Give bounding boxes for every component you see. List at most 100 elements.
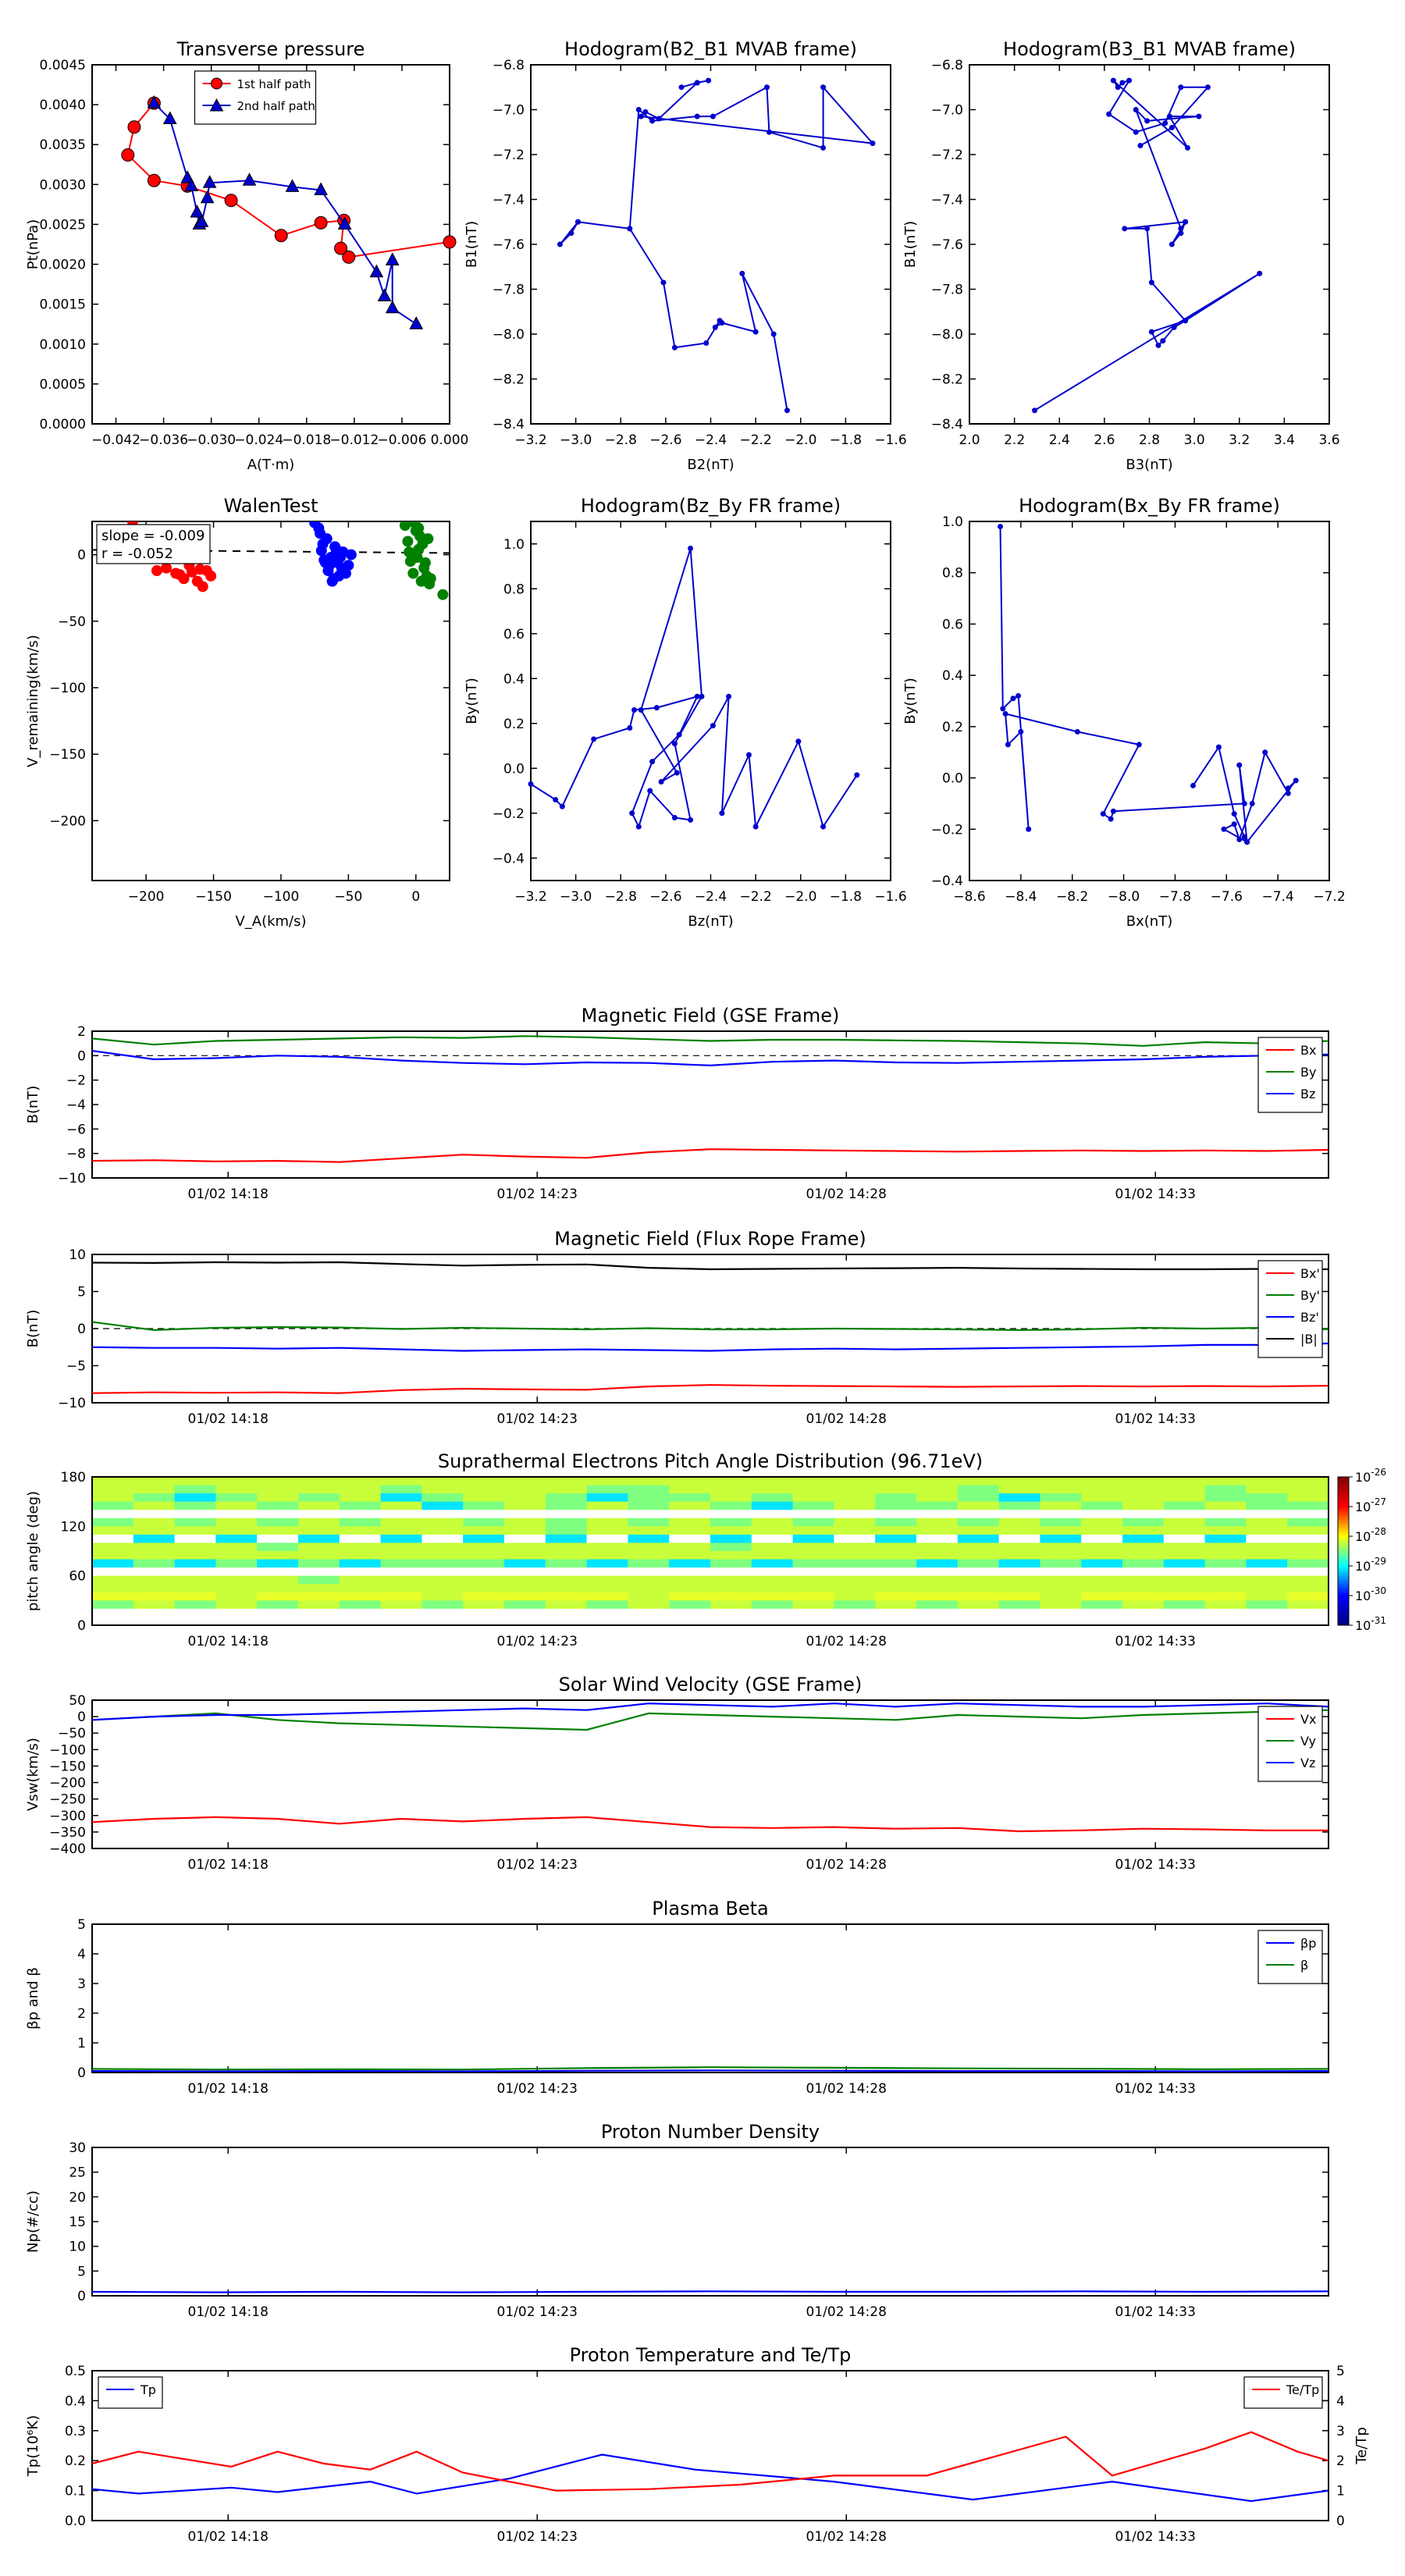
heatmap-cell [669, 1575, 711, 1585]
y-tick-label: −7.0 [931, 103, 963, 119]
data-point [649, 759, 656, 765]
heatmap-cell [1122, 1551, 1165, 1560]
heatmap-cell [586, 1526, 628, 1535]
heatmap-cell [628, 1608, 670, 1617]
heatmap-cell [380, 1526, 422, 1535]
heatmap-cell [133, 1517, 176, 1527]
heatmap-cell [834, 1600, 876, 1610]
heatmap-cell [339, 1477, 382, 1486]
heatmap-cell [957, 1551, 1000, 1560]
heatmap-cell [1122, 1477, 1165, 1486]
y-tick-label: 2 [77, 2006, 86, 2022]
heatmap-cell [422, 1592, 464, 1601]
heatmap-cell [1040, 1542, 1082, 1552]
data-point [638, 113, 644, 119]
heatmap-cell [504, 1575, 546, 1585]
heatmap-cell [710, 1542, 752, 1552]
heatmap-cell [998, 1567, 1040, 1577]
y-tick-label: 0 [77, 1710, 86, 1725]
x-tick-label: 01/02 14:23 [497, 1187, 578, 1202]
heatmap-cell [545, 1501, 588, 1510]
colorbar-tick-label: 10-29 [1355, 1556, 1386, 1574]
x-tick-label: −0.006 [377, 432, 426, 448]
heatmap-cell [1040, 1517, 1082, 1527]
x-tick-label: −2.0 [784, 889, 816, 905]
y-tick-label: 1.0 [942, 514, 963, 530]
heatmap-cell [545, 1567, 588, 1577]
panel-mag-gse: Magnetic Field (GSE Frame) 01/02 14:18 01/… [25, 1005, 1329, 1202]
heatmap-cell [1246, 1485, 1288, 1494]
data-point [314, 182, 328, 195]
y-tick-label-right: 4 [1336, 2393, 1345, 2409]
heatmap-cell [174, 1534, 216, 1543]
heatmap-cell [1122, 1600, 1165, 1610]
heatmap-cell [792, 1608, 834, 1617]
heatmap-cell [998, 1608, 1040, 1617]
heatmap-cell [463, 1567, 505, 1577]
data-point [706, 77, 712, 84]
heatmap-cell [215, 1575, 258, 1585]
y-axis-label-right: Te/Tp [1353, 2427, 1370, 2465]
data-point [1108, 816, 1114, 822]
data-point [1215, 744, 1222, 750]
chart-title: Hodogram(Bx_By FR frame) [1019, 495, 1280, 517]
heatmap-cell [875, 1542, 917, 1552]
data-point [568, 230, 574, 237]
heatmap-cell [628, 1617, 670, 1626]
data-point [1160, 338, 1166, 344]
data-point [575, 219, 582, 225]
chart-title: Plasma Beta [652, 1898, 768, 1920]
y-axis-label: V_remaining(km/s) [25, 635, 41, 767]
plot-frame [969, 64, 1330, 425]
x-tick-label: 2.6 [1094, 432, 1115, 448]
x-axis-label: B2(nT) [687, 457, 734, 473]
heatmap-cell [133, 1617, 176, 1626]
heatmap-cell [1246, 1510, 1288, 1519]
legend-label: 2nd half path [237, 99, 315, 113]
colorbar-exponent: -26 [1371, 1467, 1386, 1478]
heatmap-cell [1204, 1477, 1247, 1486]
data-point [638, 707, 644, 713]
heatmap-cell [1163, 1510, 1206, 1519]
data-point [688, 546, 694, 551]
heatmap-cell [875, 1485, 917, 1494]
heatmap-cell [298, 1567, 340, 1577]
heatmap-cell [1163, 1575, 1206, 1585]
heatmap-cell [834, 1584, 876, 1593]
colorbar-base: 10 [1355, 1559, 1371, 1574]
series-line [91, 1342, 1329, 1352]
data-point [1148, 329, 1154, 335]
x-tick-label: 01/02 14:18 [188, 1411, 269, 1427]
heatmap-cell [133, 1477, 176, 1486]
data-point [770, 331, 777, 337]
y-tick-label: 0.0025 [40, 217, 86, 233]
heatmap-cell [215, 1501, 258, 1510]
legend-label: Te/Tp [1286, 2382, 1319, 2397]
heatmap-cell [298, 1542, 340, 1552]
heatmap-cell [710, 1526, 752, 1535]
data-point [1257, 270, 1263, 276]
heatmap-cell [1246, 1501, 1288, 1510]
heatmap-cell [1204, 1584, 1247, 1593]
x-tick-label: 01/02 14:18 [188, 1857, 269, 1873]
data-point [726, 693, 732, 699]
y-tick-label: 0.0015 [40, 297, 86, 313]
x-tick-label: −3.0 [560, 432, 592, 448]
plot-frame-overlay [91, 1476, 1329, 1626]
y-axis-label: Np(#/cc) [25, 2190, 41, 2253]
data-point [1148, 279, 1154, 286]
heatmap-cell [92, 1477, 134, 1486]
heatmap-cell [751, 1584, 794, 1593]
heatmap-cell [1246, 1575, 1288, 1585]
colorbar-base: 10 [1355, 1589, 1371, 1603]
heatmap-cell [422, 1575, 464, 1585]
x-tick-label: 01/02 14:18 [188, 1634, 269, 1649]
heatmap-cell [298, 1608, 340, 1617]
y-tick-label: −10 [58, 1171, 86, 1187]
y-tick-label: 0.1 [65, 2484, 86, 2500]
heatmap-cell [257, 1526, 299, 1535]
data-point [345, 549, 357, 560]
heatmap-cell [1163, 1608, 1206, 1617]
heatmap-cell [1246, 1477, 1288, 1486]
heatmap-cell [1287, 1575, 1329, 1585]
